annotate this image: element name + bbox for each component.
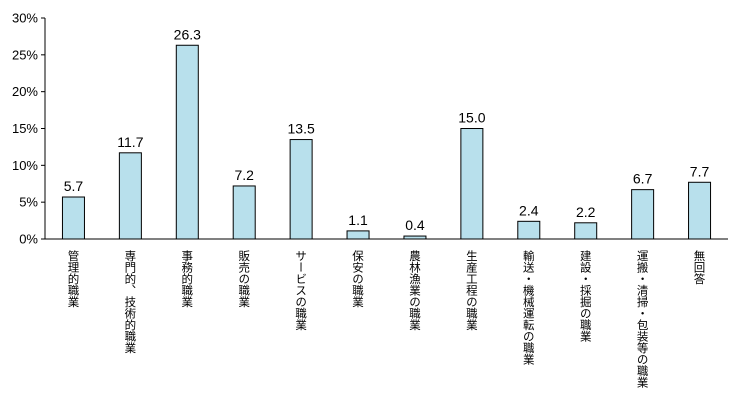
bars bbox=[61, 44, 712, 240]
x-category-label: 生産工程の職業 bbox=[465, 249, 479, 330]
y-tick-label: 30% bbox=[12, 11, 38, 26]
axes bbox=[44, 18, 728, 240]
y-tick-label: 10% bbox=[12, 158, 38, 173]
data-labels: 5.7 11.7 26.3 7.2 13.5 1.1 0.4 15.0 2.4 2.2 6.7 7.7 bbox=[64, 26, 710, 233]
x-category-label: 輸送・機械運転の職業 bbox=[522, 249, 536, 365]
x-category-label: 保安の職業 bbox=[351, 249, 365, 307]
bar bbox=[460, 128, 484, 240]
data-label: 26.3 bbox=[174, 26, 201, 42]
bar bbox=[574, 222, 598, 240]
y-axis-ticks: 0% 5% 10% 15% 20% 25% 30% bbox=[12, 11, 45, 247]
x-category-label: 販売の職業 bbox=[237, 250, 251, 308]
bar bbox=[517, 220, 541, 240]
bar bbox=[289, 139, 313, 240]
data-label: 6.7 bbox=[633, 171, 653, 187]
x-category-label: 事務的職業 bbox=[180, 250, 194, 308]
bar bbox=[118, 152, 142, 240]
y-tick-label: 25% bbox=[12, 47, 38, 62]
bar bbox=[232, 185, 256, 240]
x-category-label: 運搬・清掃・包装等の職業 bbox=[636, 250, 650, 388]
bar bbox=[175, 44, 199, 240]
data-label: 1.1 bbox=[348, 212, 368, 228]
bar bbox=[61, 196, 85, 240]
data-label: 0.4 bbox=[405, 217, 425, 233]
bar bbox=[688, 181, 712, 240]
y-tick-label: 0% bbox=[19, 232, 38, 247]
x-category-label: サービスの職業 bbox=[294, 250, 308, 331]
x-category-label: 管理的職業 bbox=[66, 249, 80, 307]
data-label: 11.7 bbox=[117, 134, 143, 150]
x-category-label: 農林漁業の職業 bbox=[408, 249, 422, 330]
bar bbox=[346, 230, 370, 240]
data-label: 7.2 bbox=[234, 167, 254, 183]
x-category-label: 建設・採掘の職業 bbox=[579, 249, 593, 342]
category-labels: 管理的職業 専門的、技術的職業 事務的職業 販売の職業 サービスの職業 保安の職業 農林漁業… bbox=[66, 249, 706, 388]
data-label: 5.7 bbox=[64, 178, 84, 194]
bar bbox=[631, 189, 655, 240]
x-category-label: 無回答 bbox=[693, 249, 707, 285]
y-tick-label: 5% bbox=[19, 195, 38, 210]
y-tick-label: 20% bbox=[12, 84, 38, 99]
data-label: 2.4 bbox=[519, 202, 539, 218]
data-label: 2.2 bbox=[576, 204, 596, 220]
data-label: 13.5 bbox=[288, 121, 315, 137]
data-label: 7.7 bbox=[690, 163, 710, 179]
y-tick-label: 15% bbox=[12, 121, 38, 136]
data-label: 15.0 bbox=[458, 110, 485, 126]
x-category-label: 専門的、技術的職業 bbox=[123, 250, 137, 354]
